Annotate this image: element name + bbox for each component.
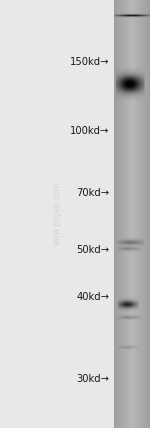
Text: www.ptgab.com: www.ptgab.com xyxy=(52,181,62,247)
Text: 70kd→: 70kd→ xyxy=(76,187,110,198)
Text: 30kd→: 30kd→ xyxy=(76,374,110,384)
Text: 150kd→: 150kd→ xyxy=(70,57,110,67)
Text: 40kd→: 40kd→ xyxy=(76,292,110,303)
Text: 50kd→: 50kd→ xyxy=(76,245,110,256)
Text: 100kd→: 100kd→ xyxy=(70,125,110,136)
